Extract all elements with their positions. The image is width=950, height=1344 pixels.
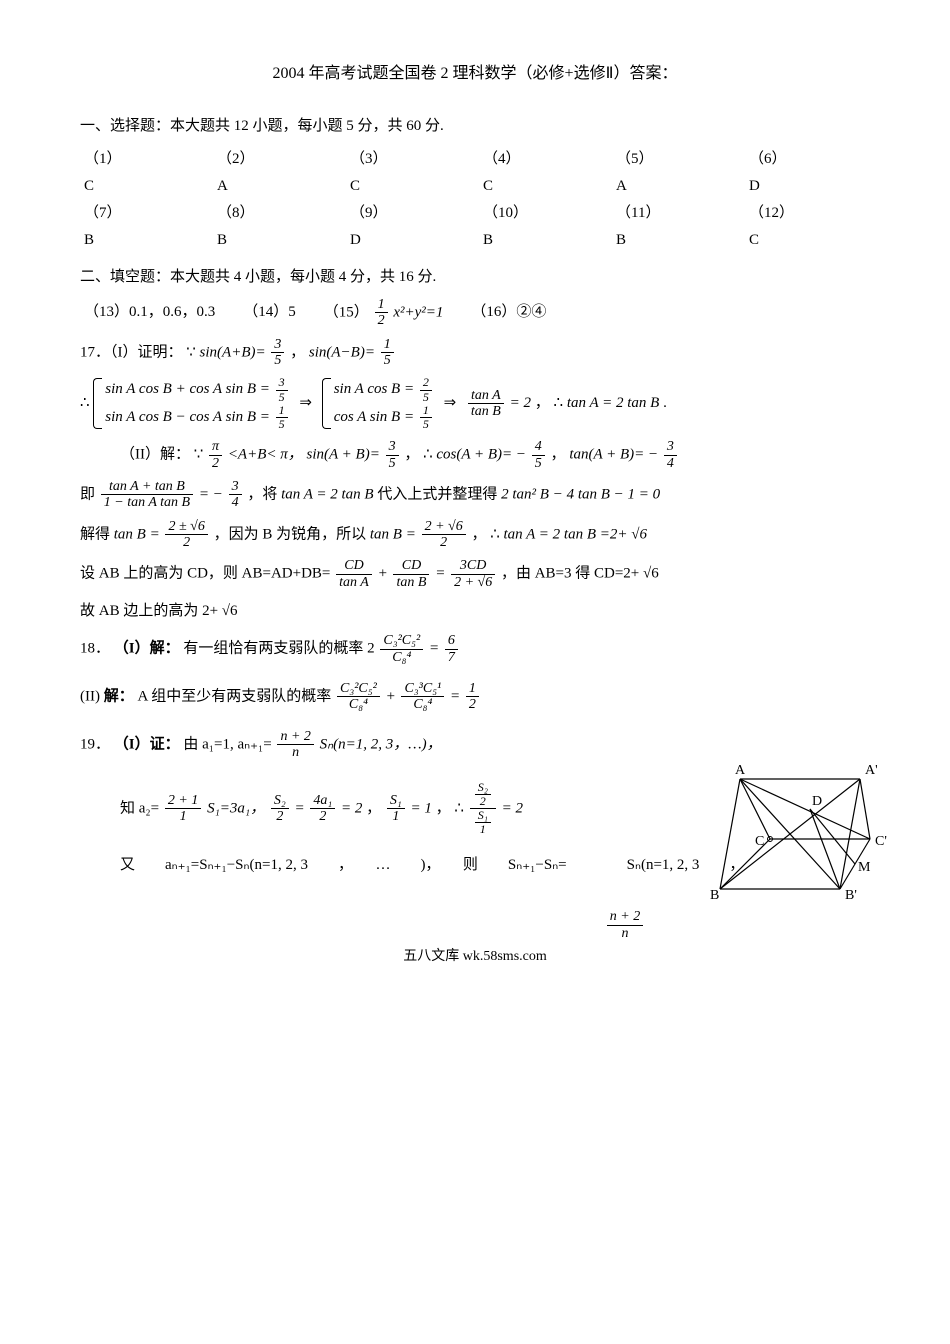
- ans-10: （10）B: [483, 200, 604, 254]
- q17b-line5: 故 AB 边上的高为 2+ √6: [80, 598, 870, 625]
- q18-line2: (II) 解： A 组中至少有两支弱队的概率 C₃²C₅²C₈⁴ + C₃³C₅…: [80, 681, 870, 713]
- q19-line1: 19． （I）证： 由 a₁=1, aₙ₊₁= n + 2n Sₙ(n=1, 2…: [80, 729, 870, 761]
- page-title: 2004 年高考试题全国卷 2 理科数学（必修+选修Ⅱ）答案：: [80, 60, 870, 89]
- q17b-line2: 即 tan A + tan B1 − tan A tan B = − 34 ，将…: [80, 479, 870, 511]
- label-D: D: [812, 794, 822, 809]
- ans-13: （13）0.1，0.6，0.3: [84, 299, 215, 326]
- ans-4: （4）C: [483, 146, 604, 200]
- ans-3: （3）C: [350, 146, 471, 200]
- label-A: A: [735, 763, 746, 778]
- label-M: M: [858, 860, 871, 875]
- section2-heading: 二、填空题：本大题共 4 小题，每小题 4 分，共 16 分.: [80, 264, 870, 291]
- label-Cp: C': [875, 834, 887, 849]
- label-Bp: B': [845, 888, 857, 903]
- ans-14: （14）5: [243, 299, 296, 326]
- q17-line2: ∴ sin A cos B + cos A sin B = 35 sin A c…: [80, 376, 870, 431]
- label-Ap: A': [865, 763, 878, 778]
- mc-answers-row1: （1）C （2）A （3）C （4）C （5）A （6）D: [84, 146, 870, 200]
- q17b-line3: 解得 tan B = 2 ± √62 ，因为 B 为锐角，所以 tan B = …: [80, 519, 870, 551]
- ans-15: （15） 12 x²+y²=1: [324, 297, 444, 329]
- ans-6: （6）D: [749, 146, 870, 200]
- q17-line1: 17．（I）证明： ∵ sin(A+B)= 35 ， sin(A−B)= 15: [80, 337, 870, 369]
- page-footer: 五八文库 wk.58sms.com: [0, 944, 950, 969]
- ans-1: （1）C: [84, 146, 205, 200]
- ans-2: （2）A: [217, 146, 338, 200]
- ans-11: （11）B: [616, 200, 737, 254]
- fill-answers: （13）0.1，0.6，0.3 （14）5 （15） 12 x²+y²=1 （1…: [84, 297, 870, 329]
- geometry-figure: A A' B B' C C' D M: [710, 759, 890, 919]
- ans-8: （8）B: [217, 200, 338, 254]
- label-B: B: [710, 888, 719, 903]
- ans-12: （12）C: [749, 200, 870, 254]
- label-C: C: [755, 834, 764, 849]
- q18-line1: 18． （I）解： 有一组恰有两支弱队的概率 2 C₃²C₅²C₈⁴ = 67: [80, 633, 870, 665]
- q17b-line4: 设 AB 上的高为 CD，则 AB=AD+DB= CDtan A + CDtan…: [80, 558, 870, 590]
- ans-7: （7）B: [84, 200, 205, 254]
- ans-16: （16）②④: [471, 299, 546, 326]
- section1-heading: 一、选择题：本大题共 12 小题，每小题 5 分，共 60 分.: [80, 113, 870, 140]
- mc-answers-row2: （7）B （8）B （9）D （10）B （11）B （12）C: [84, 200, 870, 254]
- ans-9: （9）D: [350, 200, 471, 254]
- ans-5: （5）A: [616, 146, 737, 200]
- q17b-line1: （II）解： ∵ π2 <A+B< π， sin(A + B)= 35 ， ∴ …: [80, 439, 870, 471]
